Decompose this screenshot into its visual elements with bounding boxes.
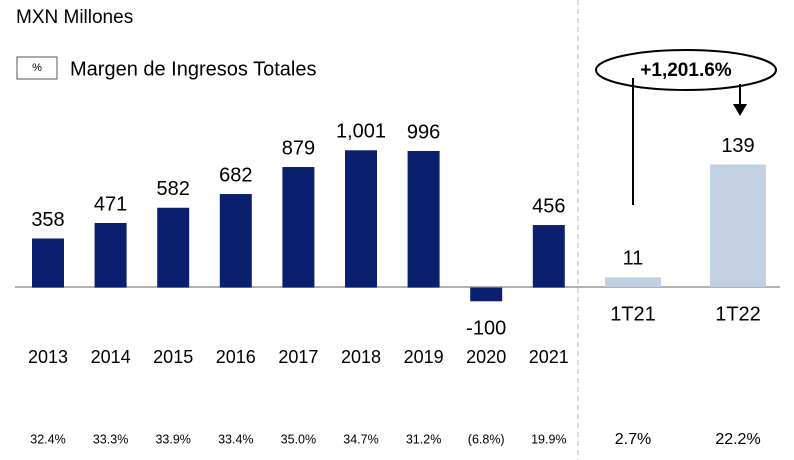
bar xyxy=(710,164,766,287)
margin-label: 2.7% xyxy=(615,431,651,448)
bar xyxy=(407,150,440,288)
value-label: 879 xyxy=(282,137,315,159)
x-tick-label: 1T21 xyxy=(610,303,656,325)
bar xyxy=(32,238,64,288)
value-label: 471 xyxy=(94,193,127,215)
x-tick-label: 2021 xyxy=(529,347,569,367)
legend-box xyxy=(16,56,58,80)
bar xyxy=(470,287,503,302)
margin-label: 22.2% xyxy=(715,431,760,448)
arrow-head xyxy=(733,104,747,116)
value-label: 682 xyxy=(219,164,252,186)
legend-symbol: % xyxy=(32,62,42,74)
legend-label: Margen de Ingresos Totales xyxy=(70,58,316,80)
value-label: 996 xyxy=(407,121,440,143)
bar xyxy=(94,222,127,288)
annotation-oval xyxy=(595,49,777,91)
bar xyxy=(157,207,190,288)
bar xyxy=(532,225,565,288)
value-label: 1,001 xyxy=(336,121,386,143)
x-tick-label: 2013 xyxy=(28,347,68,367)
margin-label: 33.9% xyxy=(155,432,190,446)
margin-label: 34.7% xyxy=(343,432,378,446)
x-tick-label: 1T22 xyxy=(715,303,761,325)
margin-label: 32.4% xyxy=(30,432,65,446)
x-tick-label: 2015 xyxy=(153,347,193,367)
margin-label: 31.2% xyxy=(406,432,441,446)
margin-label: 33.4% xyxy=(218,432,253,446)
value-label: 456 xyxy=(532,195,565,217)
bar xyxy=(219,194,252,288)
x-tick-label: 2020 xyxy=(466,347,506,367)
margin-label: 19.9% xyxy=(531,432,566,446)
x-tick-label: 2016 xyxy=(216,347,256,367)
margin-label: 35.0% xyxy=(281,432,316,446)
margin-label: (6.8%) xyxy=(468,432,505,446)
value-label: 11 xyxy=(623,248,644,270)
margin-label: 33.3% xyxy=(93,432,128,446)
x-tick-label: 2017 xyxy=(278,347,318,367)
x-tick-label: 2014 xyxy=(91,347,131,367)
chart-title: MXN Millones xyxy=(16,7,133,28)
annotation: +1,201.6% xyxy=(640,60,731,81)
value-label: 358 xyxy=(31,209,64,231)
x-tick-label: 2019 xyxy=(404,347,444,367)
value-label: -100 xyxy=(466,318,506,340)
bar xyxy=(605,277,661,287)
bar xyxy=(282,167,315,288)
x-tick-label: 2018 xyxy=(341,347,381,367)
value-label: 139 xyxy=(721,135,754,157)
bar xyxy=(345,150,377,288)
value-label: 582 xyxy=(157,178,190,200)
